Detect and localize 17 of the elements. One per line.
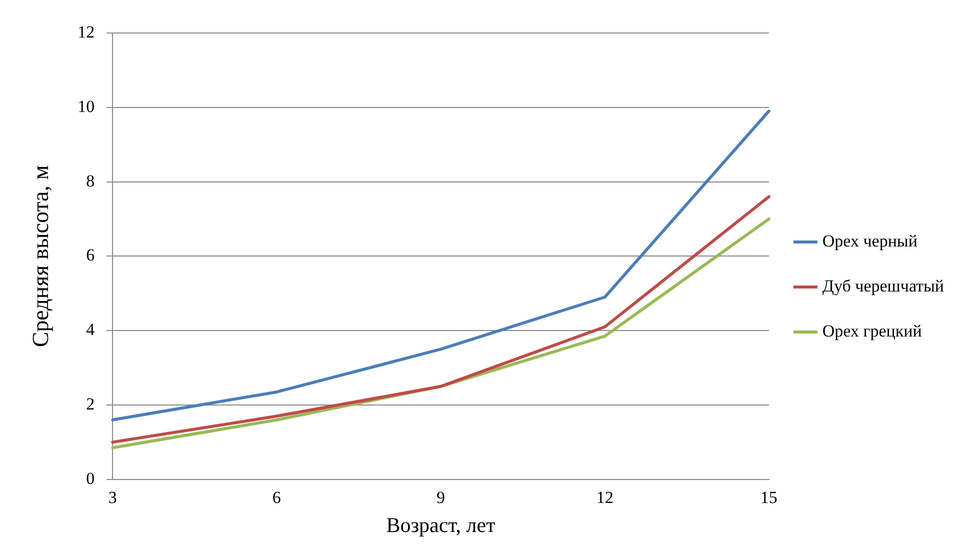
x-tick-label: 15 bbox=[760, 488, 778, 508]
x-tick-label: 3 bbox=[108, 488, 117, 508]
y-tick-label: 12 bbox=[78, 22, 95, 42]
legend-label: Дуб черешчатый bbox=[822, 276, 944, 296]
legend-label: Орех черный bbox=[822, 231, 918, 250]
y-axis-title: Средняя высота, м bbox=[28, 164, 53, 348]
x-tick-label: 9 bbox=[436, 488, 445, 508]
y-tick-label: 0 bbox=[86, 468, 95, 488]
x-tick-label: 12 bbox=[596, 488, 614, 508]
y-tick-label: 6 bbox=[86, 246, 95, 265]
y-tick-label: 4 bbox=[86, 320, 96, 340]
y-tick-label: 10 bbox=[78, 96, 95, 116]
y-tick-label: 2 bbox=[86, 394, 95, 414]
x-axis-title: Возраст, лет bbox=[386, 512, 496, 537]
legend-label: Орех грецкий bbox=[822, 321, 922, 340]
x-tick-label: 6 bbox=[272, 488, 281, 508]
y-tick-label: 8 bbox=[86, 171, 95, 190]
